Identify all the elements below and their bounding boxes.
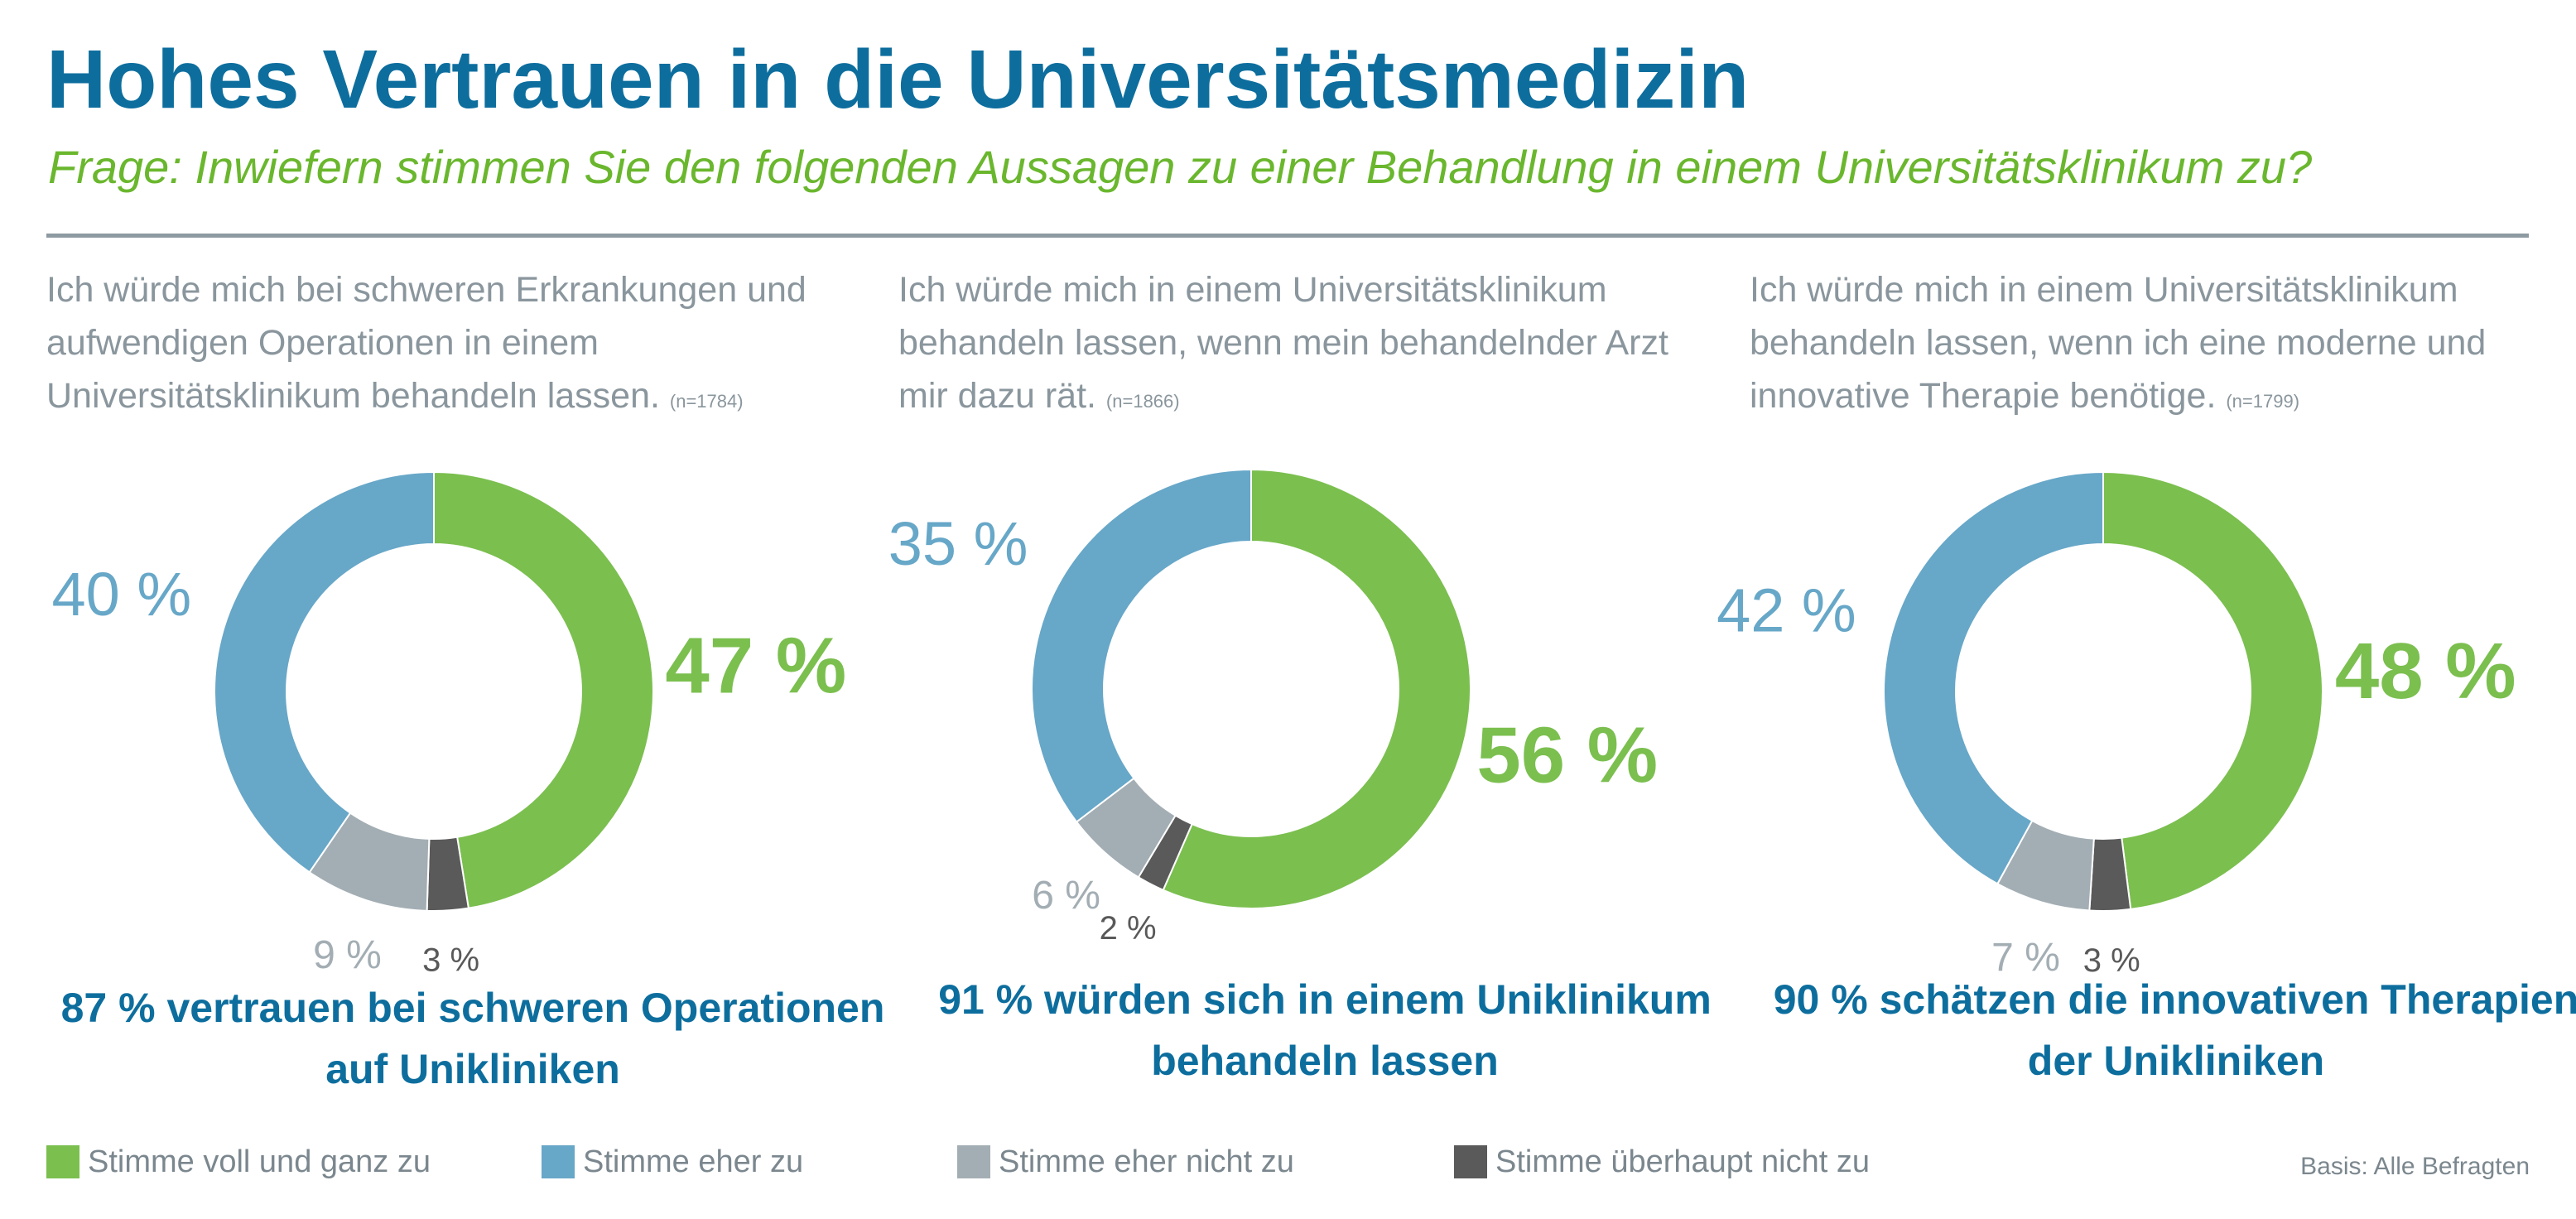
value-label-somewhat-agree: 42 %: [1717, 576, 1856, 644]
legend-swatch: [957, 1145, 990, 1178]
donut-segment-somewhat-agree: [214, 470, 435, 874]
chart-panel-operations: Ich würde mich bei schweren Erkrankungen…: [46, 248, 899, 1126]
value-label-strongly-disagree: 3 %: [2083, 942, 2140, 979]
value-label-strongly-agree: 56 %: [1476, 711, 1658, 799]
legend-item-somewhat-agree: Stimme eher zu: [542, 1141, 803, 1183]
value-label-strongly-agree: 47 %: [665, 622, 846, 711]
sample-size-note: (n=1799): [2226, 391, 2300, 412]
donut-chart-doctor-advice: 56 % 2 %6 % 35 %: [888, 468, 1658, 947]
statement-text: Ich würde mich in einem Universitätsklin…: [898, 263, 1726, 428]
statement-body: Ich würde mich in einem Universitätsklin…: [898, 270, 1668, 416]
value-label-strongly-disagree: 3 %: [422, 942, 479, 978]
legend-label: Stimme überhaupt nicht zu: [1495, 1144, 1871, 1179]
value-label-somewhat-agree: 40 %: [51, 560, 191, 629]
legend-label: Stimme voll und ganz zu: [88, 1144, 431, 1179]
donut-segment-strongly-agree: [433, 470, 654, 909]
donut-segment-strongly-agree: [1162, 468, 1471, 909]
divider-rule: [46, 234, 2529, 238]
legend-label: Stimme eher nicht zu: [999, 1144, 1294, 1179]
value-label-strongly-disagree: 2 %: [1100, 910, 1157, 947]
chart-panel-doctor-advice: Ich würde mich in einem Universitätsklin…: [888, 248, 1751, 1126]
value-label-somewhat-disagree: 6 %: [1032, 874, 1100, 918]
donut-chart-innovative-therapy: 48 % 3 % 7 % 42 %: [1717, 470, 2516, 980]
basis-note: Basis: Alle Befragten: [2300, 1153, 2530, 1180]
legend-label: Stimme eher zu: [583, 1144, 804, 1179]
chart-conclusion: 91 % würden sich in einem Uniklinikum be…: [938, 976, 1712, 1084]
statement-text: Ich würde mich in einem Universitätsklin…: [1750, 263, 2576, 428]
chart-conclusion: 87 % vertrauen bei schweren Operationen …: [60, 985, 885, 1092]
donut-segment-somewhat-agree: [1031, 468, 1252, 823]
sample-size-note: (n=1866): [1105, 391, 1180, 412]
legend-swatch: [1454, 1145, 1487, 1178]
value-label-somewhat-agree: 35 %: [888, 509, 1028, 578]
donut-chart-operations: 47 % 3 % 9 % 40 %: [51, 470, 846, 978]
chart-conclusion: 90 % schätzen die innovativen Therapien …: [1773, 976, 2576, 1084]
statement-body: Ich würde mich bei schweren Erkrankungen…: [46, 270, 807, 416]
donut-segment-strongly-agree: [2102, 470, 2323, 911]
donut-segment-somewhat-agree: [1883, 470, 2104, 885]
legend-swatch: [46, 1145, 79, 1178]
value-label-strongly-agree: 48 %: [2335, 627, 2516, 716]
statement-text: Ich würde mich bei schweren Erkrankungen…: [46, 263, 874, 428]
chart-panel-innovative-therapy: Ich würde mich in einem Universitätsklin…: [1717, 248, 2576, 1126]
value-label-somewhat-disagree: 9 %: [313, 933, 382, 977]
page-title: Hohes Vertrauen in die Universitätsmediz…: [46, 33, 1750, 126]
legend-item-somewhat-disagree: Stimme eher nicht zu: [957, 1141, 1294, 1183]
legend-item-strongly-agree: Stimme voll und ganz zu: [46, 1141, 431, 1183]
legend-swatch: [542, 1145, 575, 1178]
statement-body: Ich würde mich in einem Universitätsklin…: [1750, 270, 2487, 416]
legend-item-strongly-disagree: Stimme überhaupt nicht zu: [1454, 1141, 1870, 1183]
sample-size-note: (n=1784): [669, 391, 744, 412]
survey-question: Frage: Inwiefern stimmen Sie den folgend…: [48, 141, 2313, 193]
value-label-somewhat-disagree: 7 %: [1991, 936, 2060, 980]
chart-legend: Stimme voll und ganz zu Stimme eher zu S…: [46, 1141, 2199, 1183]
